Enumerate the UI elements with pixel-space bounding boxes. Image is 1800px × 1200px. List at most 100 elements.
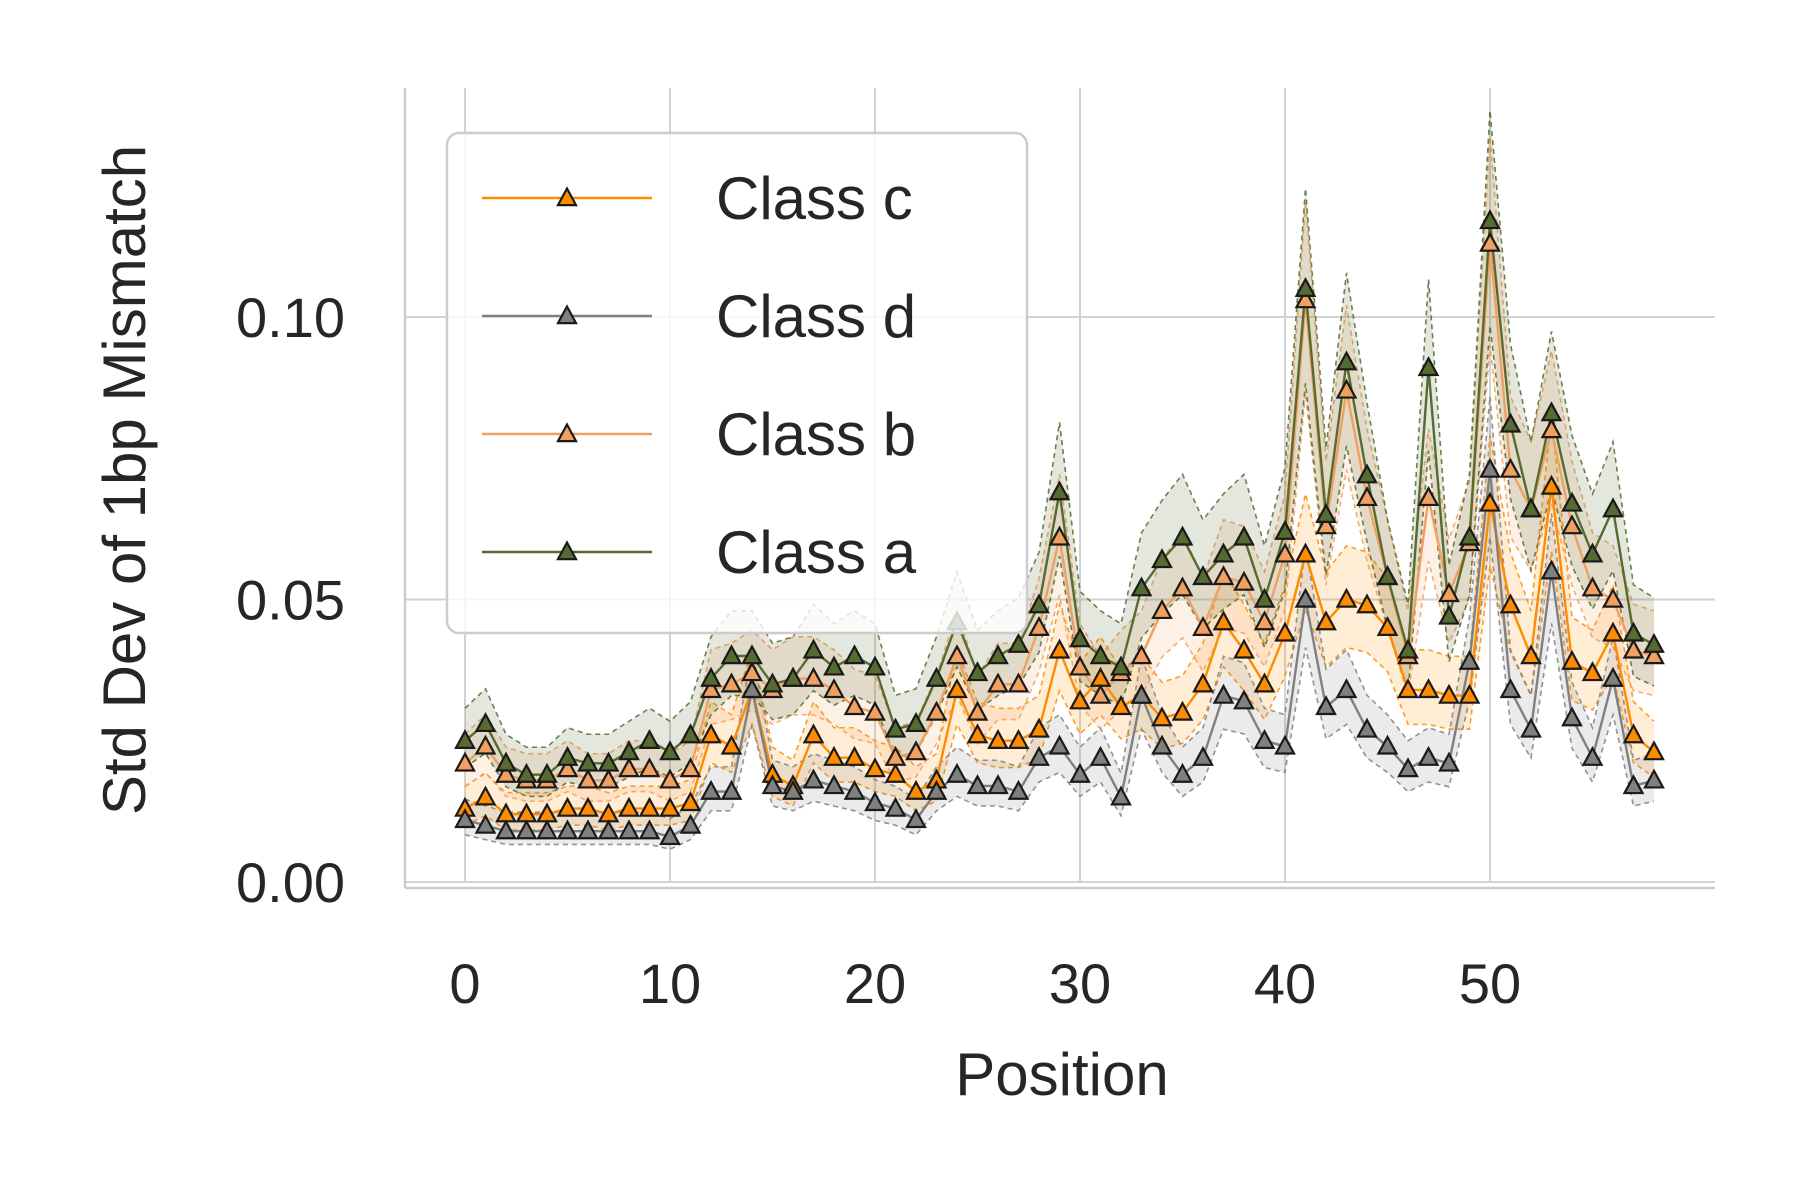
data-point (577, 751, 599, 772)
data-point (720, 734, 743, 755)
data-point (1171, 525, 1194, 546)
data-point (946, 644, 968, 665)
data-point (741, 661, 763, 682)
data-point (905, 740, 927, 761)
data-point (1397, 638, 1419, 659)
data-point (1294, 288, 1317, 309)
data-point (1233, 525, 1255, 546)
data-point (1499, 593, 1522, 614)
data-point (1151, 734, 1173, 755)
data-point (946, 762, 968, 783)
data-point (474, 813, 497, 834)
legend-marker (556, 304, 578, 325)
data-point (1069, 627, 1091, 648)
x-axis-label: Position (955, 1041, 1168, 1108)
data-point (1458, 525, 1481, 546)
data-point (720, 672, 743, 693)
data-point (925, 779, 948, 800)
data-point (1479, 231, 1501, 252)
data-point (823, 774, 845, 795)
data-point (884, 717, 907, 738)
data-point (987, 672, 1009, 693)
data-point (782, 666, 804, 687)
data-point (843, 745, 866, 766)
legend-label: Class a (716, 519, 917, 586)
data-point (1602, 621, 1624, 642)
y-tick-label: 0.05 (236, 569, 345, 632)
data-point (454, 728, 476, 749)
data-point (556, 757, 579, 778)
legend-label: Class d (716, 283, 916, 350)
data-point (966, 774, 989, 795)
data-point (1438, 683, 1460, 704)
data-point (495, 762, 517, 783)
data-point (1130, 644, 1153, 665)
data-point (1376, 615, 1399, 636)
data-point (1294, 587, 1317, 608)
data-point (1438, 582, 1460, 603)
data-point (1028, 593, 1050, 614)
data-point (659, 824, 681, 846)
data-point (802, 638, 825, 659)
data-point (1417, 745, 1440, 766)
data-point (1212, 610, 1235, 631)
data-point (1048, 638, 1071, 659)
band-edge (464, 551, 1655, 831)
x-tick-label: 0 (449, 952, 480, 1015)
data-point (802, 768, 825, 789)
data-point (1253, 728, 1276, 749)
data-point (1007, 728, 1030, 749)
data-point (946, 678, 968, 699)
data-point (1274, 542, 1296, 563)
data-point (1643, 632, 1665, 653)
data-point (1233, 638, 1255, 659)
confidence-band (465, 415, 1654, 831)
x-tick-label: 50 (1459, 952, 1521, 1015)
data-point (1356, 593, 1378, 614)
data-point (679, 813, 702, 834)
data-point (1561, 649, 1583, 670)
data-point (1458, 649, 1481, 670)
data-point (1151, 706, 1173, 727)
data-point (638, 819, 661, 840)
axes (403, 88, 1715, 890)
data-point (1520, 497, 1542, 518)
data-point (597, 751, 620, 772)
data-point (1007, 779, 1030, 800)
x-tick-label: 30 (1049, 952, 1111, 1015)
data-point (987, 774, 1009, 795)
data-point (1602, 587, 1624, 608)
data-point (1438, 751, 1460, 772)
data-point (1294, 542, 1317, 563)
confidence-band (465, 110, 1654, 797)
data-point (720, 779, 743, 800)
data-point (454, 751, 476, 772)
data-point (905, 711, 927, 733)
data-point (1028, 717, 1050, 738)
data-point (1007, 632, 1030, 653)
data-point (597, 819, 620, 840)
data-point (966, 661, 989, 682)
data-point (495, 819, 517, 840)
data-point (638, 728, 661, 749)
data-point (659, 740, 681, 761)
data-point (1171, 576, 1194, 597)
data-point (1335, 350, 1358, 371)
data-point (1417, 678, 1440, 699)
data-point (1315, 695, 1337, 716)
data-point (1376, 565, 1399, 586)
data-point (761, 672, 784, 693)
legend-label: Class b (716, 401, 916, 468)
data-point (474, 785, 497, 806)
data-point (638, 757, 661, 778)
data-point (1622, 638, 1645, 659)
data-point (536, 819, 558, 840)
data-point (1048, 734, 1071, 755)
data-point (741, 678, 763, 699)
data-point (1069, 655, 1091, 676)
legend-marker (556, 186, 578, 207)
legend: Class c Class d Class b Class a (445, 131, 1029, 635)
data-point (1458, 683, 1481, 704)
data-point (597, 768, 620, 789)
